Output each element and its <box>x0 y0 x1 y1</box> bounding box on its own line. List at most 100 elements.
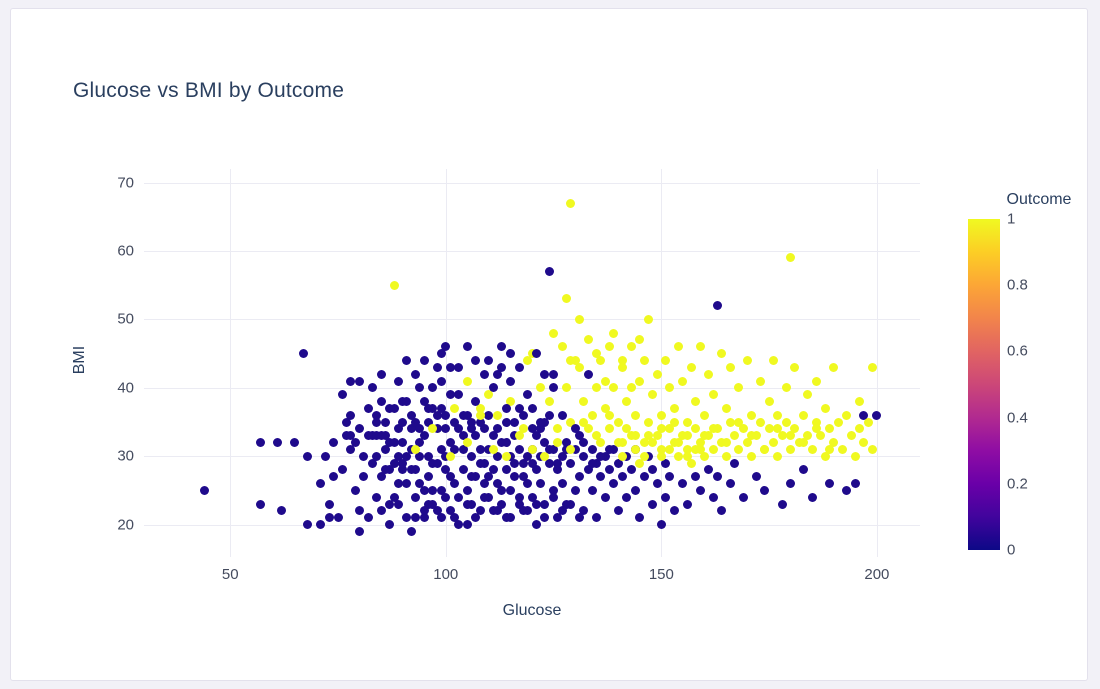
scatter-point[interactable] <box>755 376 765 386</box>
scatter-point[interactable] <box>760 485 770 495</box>
scatter-point[interactable] <box>738 492 748 502</box>
scatter-point[interactable] <box>510 458 520 468</box>
scatter-point[interactable] <box>561 438 571 448</box>
scatter-point[interactable] <box>402 479 412 489</box>
scatter-point[interactable] <box>635 376 645 386</box>
scatter-point[interactable] <box>320 451 330 461</box>
scatter-point[interactable] <box>505 513 515 523</box>
scatter-point[interactable] <box>579 438 589 448</box>
scatter-point[interactable] <box>622 424 632 434</box>
scatter-point[interactable] <box>773 410 783 420</box>
scatter-point[interactable] <box>411 513 421 523</box>
scatter-point[interactable] <box>656 410 666 420</box>
scatter-point[interactable] <box>505 485 515 495</box>
scatter-point[interactable] <box>436 376 446 386</box>
scatter-point[interactable] <box>488 383 498 393</box>
scatter-point[interactable] <box>475 506 485 516</box>
scatter-point[interactable] <box>393 499 403 509</box>
scatter-point[interactable] <box>803 431 813 441</box>
scatter-point[interactable] <box>764 397 774 407</box>
scatter-point[interactable] <box>484 410 494 420</box>
scatter-point[interactable] <box>674 451 684 461</box>
scatter-point[interactable] <box>549 485 559 495</box>
scatter-point[interactable] <box>561 294 571 304</box>
scatter-point[interactable] <box>454 520 464 530</box>
scatter-point[interactable] <box>316 479 326 489</box>
scatter-point[interactable] <box>359 451 369 461</box>
scatter-point[interactable] <box>380 417 390 427</box>
scatter-point[interactable] <box>570 424 580 434</box>
scatter-point[interactable] <box>842 485 852 495</box>
scatter-point[interactable] <box>768 356 778 365</box>
scatter-point[interactable] <box>333 513 343 523</box>
scatter-point[interactable] <box>376 472 386 482</box>
scatter-point[interactable] <box>277 506 287 516</box>
scatter-point[interactable] <box>630 485 640 495</box>
scatter-point[interactable] <box>346 431 356 441</box>
scatter-point[interactable] <box>816 431 826 441</box>
scatter-point[interactable] <box>376 369 386 379</box>
scatter-point[interactable] <box>536 383 546 393</box>
scatter-point[interactable] <box>708 444 718 454</box>
scatter-point[interactable] <box>454 362 464 372</box>
scatter-point[interactable] <box>717 506 727 516</box>
scatter-point[interactable] <box>682 444 692 454</box>
scatter-point[interactable] <box>583 335 593 345</box>
scatter-point[interactable] <box>549 383 559 393</box>
scatter-point[interactable] <box>424 472 434 482</box>
scatter-point[interactable] <box>626 465 636 475</box>
scatter-point[interactable] <box>648 438 658 448</box>
scatter-point[interactable] <box>359 472 369 482</box>
scatter-point[interactable] <box>691 424 701 434</box>
scatter-point[interactable] <box>786 479 796 489</box>
scatter-point[interactable] <box>656 451 666 461</box>
scatter-point[interactable] <box>561 383 571 393</box>
scatter-point[interactable] <box>665 444 675 454</box>
scatter-point[interactable] <box>441 424 451 434</box>
scatter-point[interactable] <box>514 362 524 372</box>
scatter-point[interactable] <box>393 451 403 461</box>
scatter-point[interactable] <box>497 499 507 509</box>
scatter-point[interactable] <box>329 472 339 482</box>
scatter-point[interactable] <box>846 431 856 441</box>
scatter-point[interactable] <box>367 383 377 393</box>
scatter-point[interactable] <box>458 431 468 441</box>
scatter-point[interactable] <box>428 485 438 495</box>
scatter-point[interactable] <box>471 356 481 365</box>
scatter-point[interactable] <box>406 424 416 434</box>
scatter-point[interactable] <box>605 410 615 420</box>
scatter-point[interactable] <box>501 417 511 427</box>
scatter-point[interactable] <box>734 444 744 454</box>
scatter-point[interactable] <box>868 444 878 454</box>
scatter-point[interactable] <box>531 499 541 509</box>
scatter-point[interactable] <box>419 356 429 365</box>
scatter-point[interactable] <box>721 403 731 413</box>
scatter-point[interactable] <box>488 444 498 454</box>
scatter-point[interactable] <box>329 438 339 448</box>
scatter-point[interactable] <box>493 479 502 489</box>
scatter-point[interactable] <box>415 424 425 434</box>
scatter-point[interactable] <box>859 410 869 420</box>
scatter-point[interactable] <box>566 444 576 454</box>
scatter-point[interactable] <box>458 465 468 475</box>
scatter-point[interactable] <box>462 485 472 495</box>
scatter-point[interactable] <box>449 513 459 523</box>
scatter-point[interactable] <box>445 472 455 482</box>
scatter-point[interactable] <box>777 499 787 509</box>
scatter-point[interactable] <box>445 506 455 516</box>
scatter-point[interactable] <box>424 451 434 461</box>
scatter-point[interactable] <box>605 444 615 454</box>
scatter-point[interactable] <box>786 431 796 441</box>
scatter-point[interactable] <box>549 369 559 379</box>
scatter-point[interactable] <box>398 465 408 475</box>
scatter-point[interactable] <box>618 356 628 365</box>
scatter-point[interactable] <box>609 383 619 393</box>
scatter-point[interactable] <box>777 431 787 441</box>
scatter-point[interactable] <box>768 438 778 448</box>
scatter-point[interactable] <box>596 438 606 448</box>
scatter-point[interactable] <box>566 458 576 468</box>
scatter-point[interactable] <box>613 506 623 516</box>
scatter-point[interactable] <box>570 444 580 454</box>
scatter-point[interactable] <box>635 458 645 468</box>
scatter-point[interactable] <box>406 465 416 475</box>
